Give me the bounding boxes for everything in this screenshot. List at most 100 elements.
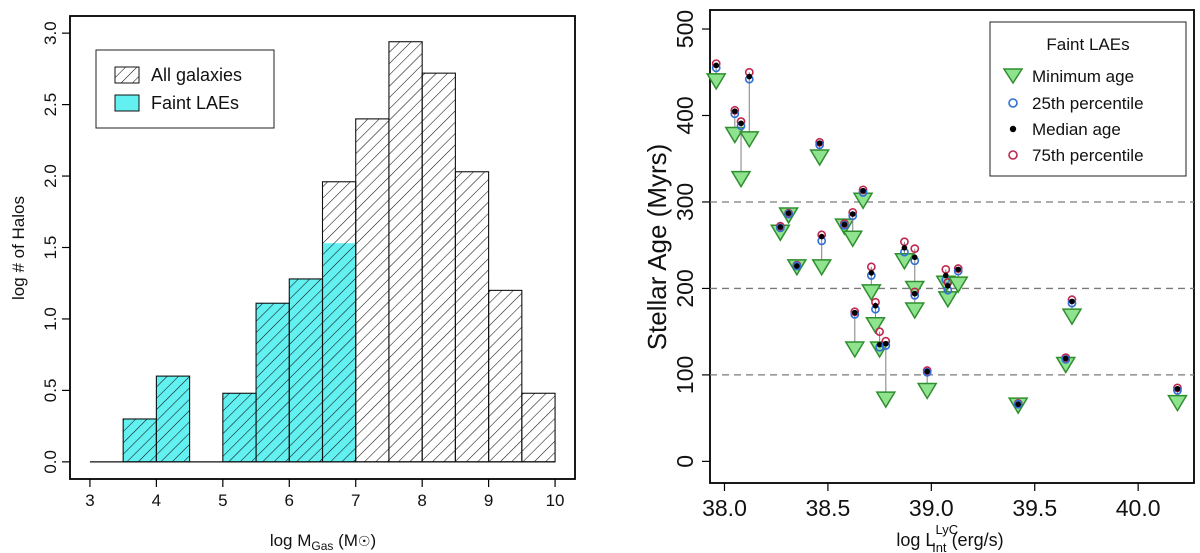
histogram-x-tick-label: 7 [351, 491, 360, 510]
reference-lines [710, 201, 1194, 376]
histogram-x-label-unit: (M [333, 531, 358, 550]
all-galaxies-bar [488, 289, 523, 463]
legend-title-faint-laes: Faint LAEs [1046, 35, 1129, 54]
age-point-group [705, 59, 727, 91]
histogram-y-axis-label: log # of Halos [9, 196, 28, 300]
minimum-age-marker [875, 391, 897, 409]
age-point-group [1007, 397, 1029, 415]
age-point-group [904, 244, 926, 298]
stellar-age-x-label-unit: (erg/s) [947, 530, 1004, 550]
p25-marker [1013, 399, 1023, 409]
stellar-age-x-tick-label: 39.5 [1012, 495, 1057, 521]
stellar-age-legend: Faint LAEs Minimum age 25th percentile M… [989, 21, 1187, 177]
histogram-y-tick-label: 0.5 [41, 379, 60, 403]
histogram-x-label-unit-close: ) [371, 531, 377, 550]
stellar-age-y-tick-label: 400 [672, 96, 698, 134]
median-marker [911, 254, 918, 261]
stellar-age-x-label-main: log L [896, 530, 935, 550]
age-point-group [1167, 383, 1188, 413]
age-point-group [834, 218, 855, 236]
age-point-group [937, 277, 959, 309]
age-point-group [947, 264, 969, 294]
histogram-x-axis: 3 4 5 6 7 8 9 10 [85, 479, 565, 510]
minimum-age-marker [894, 253, 915, 271]
age-point-group [809, 137, 830, 167]
median-marker [911, 290, 918, 297]
histogram-x-tick-label: 5 [218, 491, 227, 510]
minimum-age-marker [947, 276, 969, 294]
histogram-y-tick-label: 2.5 [41, 93, 60, 117]
histogram-x-label-sub: Gas [311, 539, 333, 553]
all-galaxies-bar [355, 118, 390, 463]
median-marker [713, 62, 720, 69]
age-point-group [738, 67, 760, 149]
legend-marker-75th-percentile [1008, 150, 1018, 160]
all-galaxies-bar [222, 392, 257, 463]
median-marker [1174, 385, 1181, 392]
minimum-age-marker [904, 302, 926, 320]
stellar-age-y-tick-label: 0 [672, 455, 698, 468]
legend-label-faint-laes: Faint LAEs [151, 93, 239, 113]
p75-marker [875, 327, 885, 337]
legend-swatch-faint-laes [114, 94, 140, 112]
minimum-age-marker [861, 284, 882, 302]
histogram-x-tick-label: 4 [152, 491, 161, 510]
p25-marker [792, 261, 802, 271]
histogram-y-tick-label: 3.0 [41, 21, 60, 45]
stellar-age-y-axis-label: Stellar Age (Myrs) [642, 144, 672, 351]
legend-label-75th-percentile: 75th percentile [1032, 146, 1144, 165]
histogram-x-tick-label: 8 [417, 491, 426, 510]
age-point-group [852, 185, 874, 210]
histogram-x-tick-label: 3 [85, 491, 94, 510]
age-point-group [894, 237, 915, 271]
age-point-group [842, 207, 864, 248]
median-marker [818, 233, 825, 240]
median-marker [849, 211, 856, 217]
age-point-group [904, 287, 926, 320]
all-galaxies-bar [122, 418, 157, 463]
median-marker [816, 140, 823, 146]
age-point-group [786, 259, 808, 277]
age-point-group [844, 307, 866, 359]
minimum-age-marker [865, 317, 886, 335]
histogram-y-tick-label: 0.0 [41, 450, 60, 474]
median-marker [901, 244, 908, 251]
histogram-y-tick-label: 1.0 [41, 307, 60, 331]
minimum-age-marker [811, 259, 833, 277]
minimum-age-marker [1167, 394, 1188, 413]
sun-symbol-icon: ☉ [358, 533, 371, 549]
histogram-panel: 3 4 5 6 7 8 9 10 0.0 0.5 1.0 1.5 2.0 2.5 3.0 log # of… [9, 15, 576, 553]
histogram-x-tick-label: 9 [484, 491, 493, 510]
all-galaxies-bar [454, 171, 490, 463]
minimum-age-marker [738, 131, 760, 149]
median-marker [738, 120, 744, 127]
age-point-group [1061, 295, 1083, 326]
median-marker [942, 272, 949, 279]
all-galaxies-bar [388, 41, 423, 463]
p75-marker [910, 244, 920, 254]
minimum-age-marker [844, 341, 866, 359]
histogram-legend-box [95, 49, 275, 129]
minimum-age-marker [842, 230, 864, 248]
histogram-x-label-main: log M [270, 531, 312, 550]
median-marker [777, 224, 784, 230]
stellar-age-x-tick-label: 40.0 [1116, 495, 1161, 521]
minimum-age-marker [730, 170, 752, 189]
age-point-group [778, 207, 799, 225]
stellar-age-x-axis-label: log LLyC Int (erg/s) [896, 522, 1003, 553]
minimum-age-marker [1061, 308, 1083, 326]
stellar-age-panel: 38.0 38.5 39.0 39.5 40.0 0 100 200 300 400 500 St… [642, 9, 1195, 553]
all-galaxies-bar [255, 302, 290, 463]
stellar-age-plot-frame [709, 9, 1195, 484]
median-marker [794, 263, 800, 269]
histogram-x-axis-label: log MGas (M☉) [270, 531, 376, 553]
all-galaxies-bars [122, 41, 556, 463]
histogram-x-tick-label: 6 [285, 491, 294, 510]
legend-label-median-age: Median age [1032, 120, 1121, 139]
stellar-age-x-tick-label: 38.0 [702, 495, 747, 521]
median-marker [876, 341, 883, 348]
stellar-age-y-axis: 0 100 200 300 400 500 [672, 10, 710, 468]
age-point-group [875, 336, 897, 409]
age-point-group [730, 117, 752, 189]
